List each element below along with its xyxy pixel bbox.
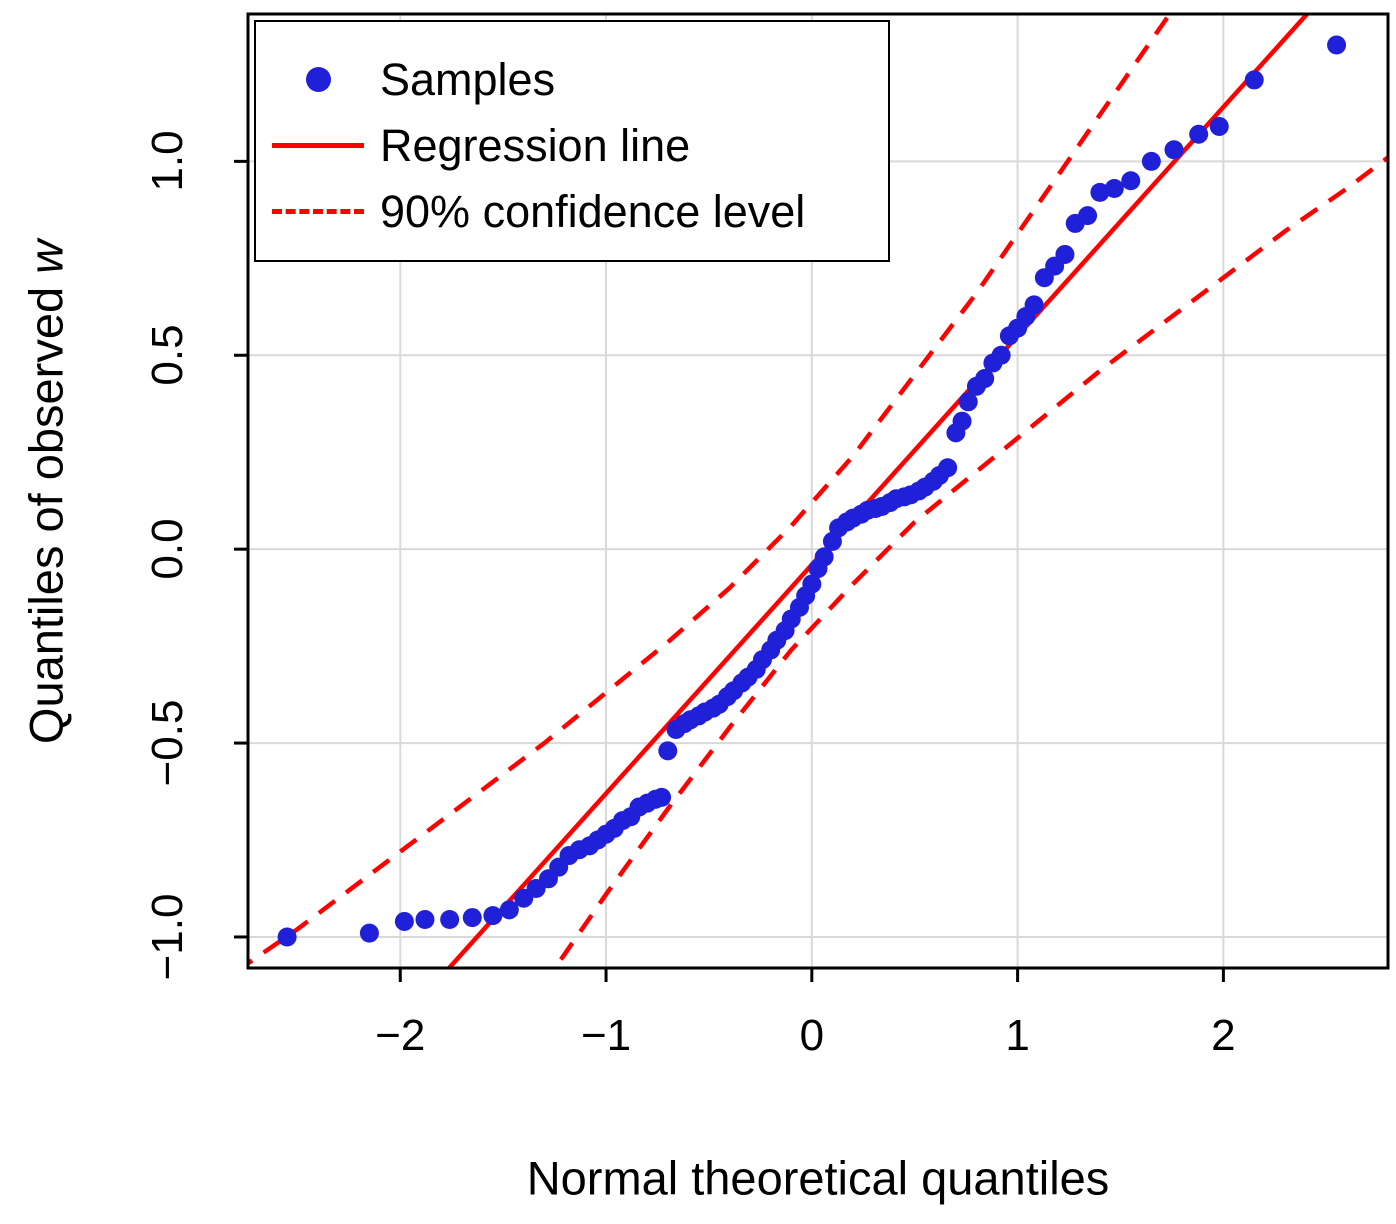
y-tick-label: −1.0 — [143, 893, 192, 981]
sample-point — [1121, 171, 1141, 191]
sample-point — [415, 910, 435, 930]
legend-item-regression: Regression line — [256, 112, 888, 178]
sample-point — [1244, 70, 1264, 90]
sample-point — [483, 906, 503, 926]
sample-point — [652, 787, 672, 807]
legend-confidence-marker — [256, 208, 380, 214]
sample-point — [1090, 182, 1110, 202]
sample-point — [1209, 116, 1229, 136]
sample-point — [277, 927, 297, 947]
sample-point — [359, 923, 379, 943]
sample-point — [658, 741, 678, 761]
sample-point — [814, 547, 834, 567]
sample-point — [440, 910, 460, 930]
x-tick-label: 1 — [1005, 1011, 1030, 1060]
sample-point — [1055, 244, 1075, 264]
plot-border — [246, 12, 1390, 970]
legend-regression-marker — [256, 142, 380, 148]
sample-point — [1104, 179, 1124, 199]
x-tick-label: 0 — [799, 1011, 825, 1060]
y-axis-title-text: Quantiles of observed — [19, 273, 73, 745]
dashed-line-icon — [272, 208, 364, 214]
solid-line-icon — [272, 142, 364, 148]
legend: Samples Regression line 90% confidence l… — [254, 20, 890, 262]
x-tick-label: −1 — [580, 1011, 632, 1060]
sample-point — [1327, 35, 1347, 55]
y-tick-label: 0.0 — [143, 518, 192, 580]
legend-item-samples: Samples — [256, 46, 888, 112]
y-tick-label: 0.5 — [143, 324, 192, 386]
y-axis-title: Quantiles of observed w — [19, 240, 74, 744]
sample-point — [991, 345, 1011, 365]
sample-point — [1189, 124, 1209, 144]
legend-label: Regression line — [380, 119, 691, 171]
sample-point — [499, 900, 519, 920]
legend-label: 90% confidence level — [380, 185, 806, 237]
sample-point — [1024, 295, 1044, 315]
sample-point — [958, 392, 978, 412]
legend-sample-marker — [256, 66, 380, 92]
legend-item-confidence: 90% confidence level — [256, 178, 888, 244]
sample-point — [1164, 140, 1184, 160]
confidence-band-upper — [248, 14, 1173, 967]
y-tick-label: −0.5 — [143, 699, 192, 787]
sample-point — [1078, 206, 1098, 226]
plot-area: Samples Regression line 90% confidence l… — [234, 12, 1390, 982]
qq-plot-svg — [234, 12, 1390, 982]
y-axis-title-variable: w — [19, 239, 73, 274]
x-tick-label: 2 — [1211, 1011, 1236, 1060]
sample-point — [462, 908, 482, 928]
sample-dot-icon — [305, 66, 331, 92]
x-tick-label: −2 — [375, 1011, 426, 1060]
sample-point — [975, 369, 995, 389]
x-axis-title: Normal theoretical quantiles — [526, 1151, 1110, 1205]
sample-point — [938, 458, 958, 478]
y-tick-label: 1.0 — [143, 130, 192, 192]
sample-point — [802, 574, 822, 594]
legend-label: Samples — [380, 53, 556, 105]
sample-point — [952, 411, 972, 431]
sample-point — [394, 911, 414, 931]
sample-point — [1141, 151, 1161, 171]
